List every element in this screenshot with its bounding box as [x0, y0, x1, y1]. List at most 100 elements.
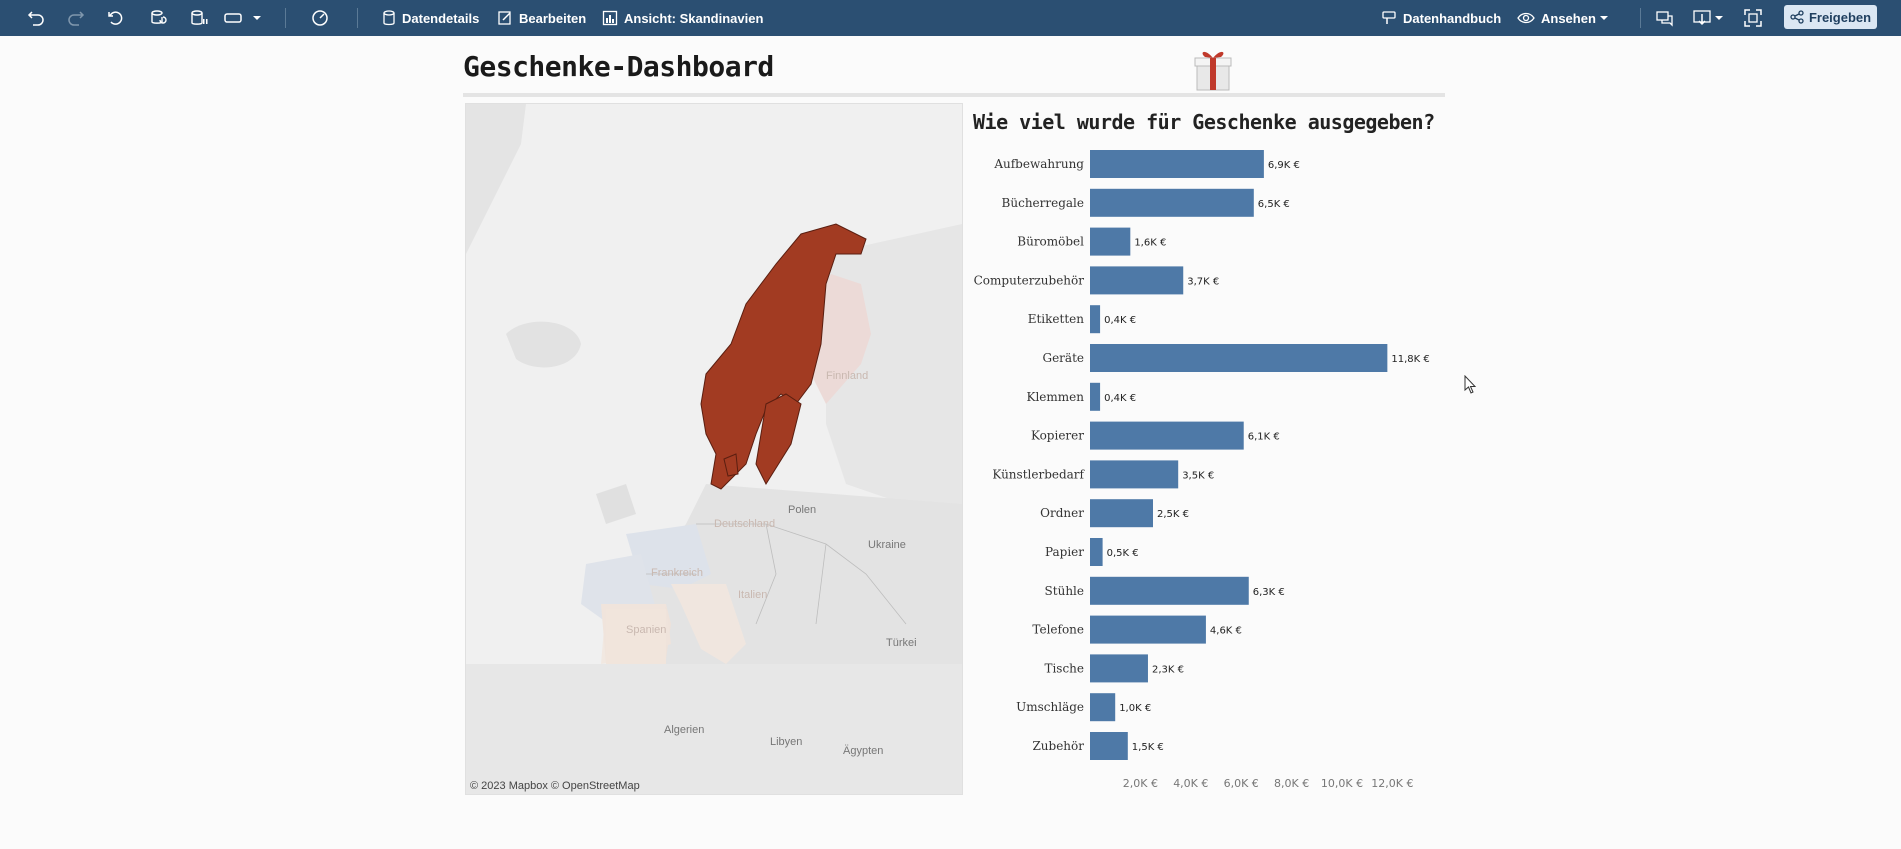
- mouse-cursor-icon: [1464, 374, 1478, 399]
- data-guide-button[interactable]: Datenhandbuch: [1381, 0, 1501, 36]
- x-tick-label: 12,0K €: [1371, 777, 1413, 790]
- pushpin-icon: [1382, 11, 1396, 24]
- bar[interactable]: [1090, 266, 1184, 295]
- bar[interactable]: [1090, 693, 1116, 722]
- data-label: 1,0K €: [1119, 703, 1151, 714]
- undo-icon[interactable]: [26, 0, 46, 36]
- data-label: 1,6K €: [1134, 238, 1166, 249]
- map-label-libya: Libyen: [770, 736, 803, 748]
- bar[interactable]: [1090, 499, 1153, 528]
- bar[interactable]: [1090, 344, 1388, 372]
- category-label: Zubehör: [1032, 739, 1084, 753]
- toolbar-divider: [285, 8, 286, 28]
- data-label: 0,4K €: [1104, 393, 1136, 404]
- data-label: 11,8K €: [1391, 354, 1429, 365]
- category-label: Geräte: [1042, 351, 1084, 365]
- category-label: Klemmen: [1027, 390, 1085, 404]
- data-label: 0,4K €: [1104, 315, 1136, 326]
- view-label: Ansicht: Skandinavien: [624, 10, 764, 26]
- share-button[interactable]: Freigeben: [1784, 5, 1877, 29]
- data-label: 3,5K €: [1182, 470, 1214, 481]
- edit-label: Bearbeiten: [519, 10, 587, 26]
- comments-icon[interactable]: [1655, 0, 1675, 36]
- pause-updates-icon[interactable]: [188, 0, 208, 36]
- spending-bar-chart: Aufbewahrung 6,9K € Bücherregale 6,5K € Büro…: [974, 150, 1430, 790]
- title-divider: [463, 93, 1445, 97]
- share-label: Freigeben: [1808, 9, 1872, 25]
- bar[interactable]: [1090, 460, 1179, 489]
- category-label: Büromöbel: [1017, 235, 1084, 249]
- map-label-turkey: Türkei: [886, 637, 917, 649]
- bar[interactable]: [1090, 576, 1249, 605]
- data-details-label: Datendetails: [402, 10, 480, 26]
- category-label: Kopierer: [1031, 429, 1084, 443]
- view-selector-button[interactable]: Ansicht: Skandinavien: [602, 0, 763, 36]
- data-label: 6,9K €: [1268, 160, 1300, 171]
- data-label: 6,5K €: [1258, 199, 1290, 210]
- map-label-spain: Spanien: [626, 624, 667, 636]
- dashboard-title: Geschenke-Dashboard: [463, 50, 774, 83]
- gift-icon: [1191, 46, 1235, 96]
- category-label: Bücherregale: [1002, 196, 1084, 210]
- data-details-button[interactable]: Datendetails: [382, 0, 479, 36]
- x-tick-label: 6,0K €: [1224, 777, 1259, 790]
- data-label: 2,3K €: [1152, 664, 1184, 675]
- bar[interactable]: [1090, 382, 1101, 411]
- map-label-finland: Finnland: [826, 370, 869, 382]
- bar[interactable]: [1090, 227, 1131, 256]
- bar[interactable]: [1090, 150, 1264, 178]
- presentation-icon[interactable]: [223, 0, 243, 36]
- map-label-germany: Deutschland: [714, 518, 776, 530]
- data-label: 6,3K €: [1253, 587, 1285, 598]
- bar[interactable]: [1090, 421, 1244, 450]
- fullscreen-icon[interactable]: [1743, 0, 1763, 36]
- performance-icon[interactable]: [310, 0, 330, 36]
- watch-button[interactable]: Ansehen: [1517, 0, 1609, 36]
- x-tick-label: 2,0K €: [1123, 777, 1158, 790]
- bar[interactable]: [1090, 538, 1103, 566]
- category-label: Ordner: [1040, 506, 1084, 520]
- category-label: Etiketten: [1028, 312, 1085, 326]
- bar[interactable]: [1090, 615, 1206, 644]
- data-label: 3,7K €: [1187, 276, 1219, 287]
- data-label: 4,6K €: [1210, 626, 1242, 637]
- bar[interactable]: [1090, 654, 1148, 683]
- x-tick-label: 4,0K €: [1173, 777, 1208, 790]
- edit-icon: [498, 11, 511, 25]
- toolbar-divider: [1640, 8, 1641, 28]
- category-label: Tische: [1044, 661, 1084, 675]
- bar[interactable]: [1090, 188, 1254, 217]
- top-toolbar: Datendetails Bearbeiten Ansicht: Skandin…: [0, 0, 1901, 36]
- bar[interactable]: [1090, 732, 1128, 760]
- revert-icon[interactable]: [106, 0, 126, 36]
- map-label-egypt: Ägypten: [843, 745, 884, 757]
- eye-icon: [1517, 12, 1535, 24]
- category-label: Aufbewahrung: [993, 157, 1084, 171]
- download-icon: [1693, 10, 1711, 26]
- map-label-poland: Polen: [788, 504, 817, 516]
- database-icon: [383, 10, 395, 26]
- chart-title: Wie viel wurde für Geschenke ausgegeben?: [973, 110, 1435, 134]
- category-label: Umschläge: [1016, 700, 1084, 714]
- data-label: 2,5K €: [1157, 509, 1189, 520]
- data-label: 1,5K €: [1132, 742, 1164, 753]
- redo-icon[interactable]: [66, 0, 86, 36]
- bar[interactable]: [1090, 305, 1101, 334]
- watch-label: Ansehen: [1541, 10, 1596, 26]
- category-label: Stühle: [1045, 584, 1084, 598]
- map-label-italy: Italien: [738, 589, 768, 601]
- x-tick-label: 10,0K €: [1321, 777, 1363, 790]
- europe-map: [466, 104, 962, 794]
- data-label: 6,1K €: [1248, 432, 1280, 443]
- x-tick-label: 8,0K €: [1274, 777, 1309, 790]
- edit-button[interactable]: Bearbeiten: [497, 0, 586, 36]
- map-attribution[interactable]: © 2023 Mapbox © OpenStreetMap: [470, 780, 640, 792]
- refresh-data-icon[interactable]: [148, 0, 168, 36]
- chevron-down-icon: [1599, 16, 1608, 20]
- chart-view-icon: [602, 10, 618, 26]
- map-panel[interactable]: Finnland Polen Ukraine Deutschland Frank…: [465, 103, 963, 795]
- map-label-france: Frankreich: [651, 567, 703, 579]
- download-button[interactable]: [1692, 0, 1724, 36]
- share-icon: [1790, 10, 1804, 24]
- chevron-down-icon[interactable]: [252, 0, 262, 36]
